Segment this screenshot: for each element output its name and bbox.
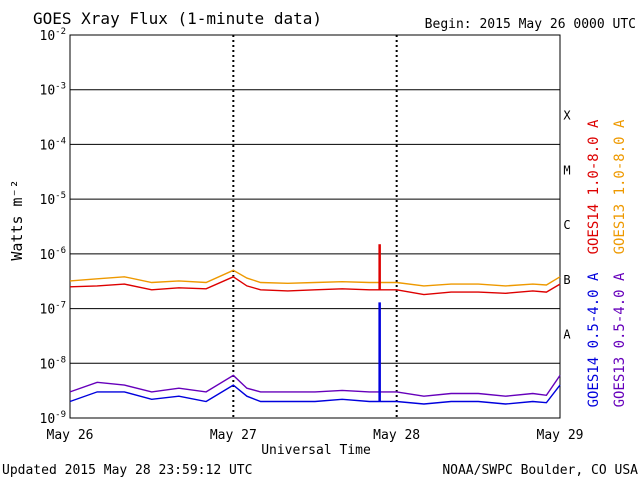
flare-class-C: C [563,218,570,232]
series-line-2 [69,384,561,405]
begin-label: Begin: 2015 May 26 0000 UTC [425,17,636,32]
x-tick-label-1: May 27 [210,428,257,443]
y-tick-label-0: 10-2 [40,27,67,44]
legend: GOES14 1.0-8.0 A GOES13 1.0-8.0 A GOES14 0… [586,119,628,407]
x-tick-label-2: May 28 [373,428,420,443]
y-axis-ticks: 10-2 10-3 10-4 10-5 10-6 10-7 10-8 10-9 [40,27,67,427]
y-tick-label-3: 10-5 [40,191,67,208]
y-tick-label-6: 10-8 [40,355,67,372]
x-axis-label: Universal Time [261,443,371,458]
credit-label: NOAA/SWPC Boulder, CO USA [442,463,638,478]
series-line-1 [69,269,561,287]
legend-entry-2: GOES14 0.5-4.0 A [586,272,602,407]
legend-entry-3: GOES13 0.5-4.0 A [612,272,628,407]
y-tick-label-1: 10-3 [40,82,67,99]
legend-entry-1: GOES13 1.0-8.0 A [612,119,628,254]
y-axis-label-text: Watts m⁻² [8,179,26,260]
y-tick-label-5: 10-7 [40,301,67,318]
chart-title: GOES Xray Flux (1-minute data) [33,9,322,28]
y-axis-label: Watts m⁻² [8,179,26,260]
plot-area [69,34,561,419]
y-tick-label-7: 10-9 [40,410,67,427]
x-tick-label-0: May 26 [47,428,94,443]
y-tick-label-4: 10-6 [40,246,67,263]
flare-class-labels: X M C B A [563,109,571,342]
flare-class-A: A [563,328,571,342]
legend-entry-0: GOES14 1.0-8.0 A [586,119,602,254]
series-line-3 [69,374,561,397]
flare-class-X: X [563,109,571,123]
x-tick-label-3: May 29 [537,428,584,443]
flare-class-B: B [563,273,570,287]
series-line-0 [69,276,561,296]
plot-frame [69,34,561,419]
y-tick-label-2: 10-4 [40,136,67,153]
flare-class-M: M [563,163,570,177]
x-axis-ticks: May 26 May 27 May 28 May 29 [47,428,584,443]
updated-label: Updated 2015 May 28 23:59:12 UTC [2,463,252,478]
